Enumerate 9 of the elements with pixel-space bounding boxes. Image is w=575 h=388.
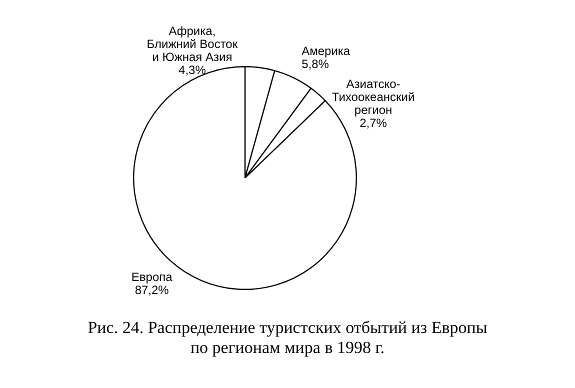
data-label: 4,3% (178, 63, 206, 78)
slice-label: Африка, Ближний Восток и Южная Азия (146, 24, 238, 64)
slice-label: Америка (302, 44, 350, 58)
data-label: 5,8% (302, 57, 330, 72)
slice-label: Европа (131, 270, 173, 284)
slice-label: Азиатско- Тихоокеанский регион (332, 76, 415, 117)
data-label: 2,7% (360, 116, 388, 130)
data-label: 87,2% (134, 282, 170, 297)
text: Рис. 24. Распределение туристских отбытий из Европы по регионам мира в 1998 г. (86, 318, 488, 358)
